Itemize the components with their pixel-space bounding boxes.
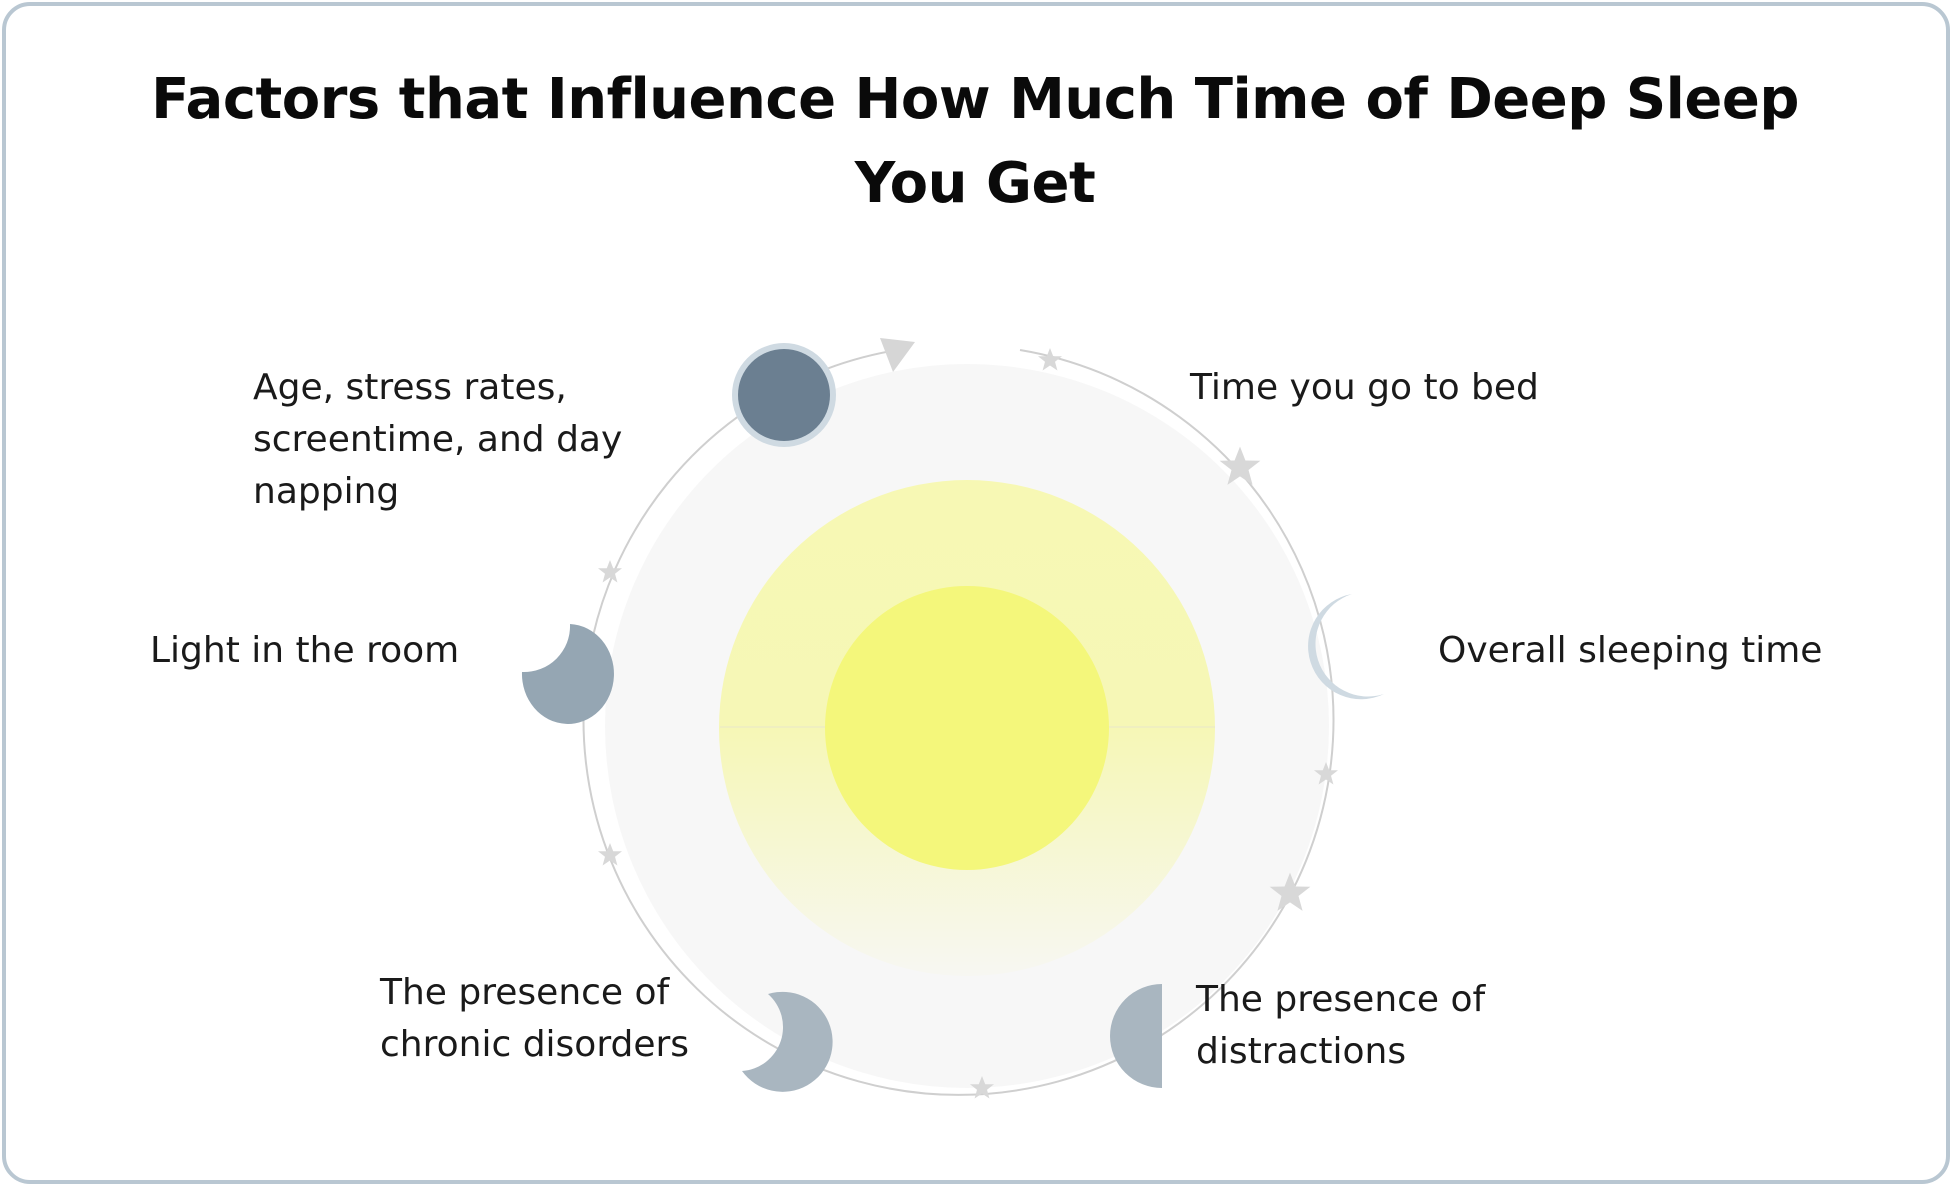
star-icon xyxy=(598,843,622,866)
gibbous-moon-icon xyxy=(521,624,614,724)
factor-room-light-label: Light in the room xyxy=(150,630,460,671)
orbit-ring xyxy=(582,349,1335,1096)
orbit-arrow-icon xyxy=(880,338,915,372)
crescent-moon-icon xyxy=(742,991,833,1092)
factor-distractions-label: The presence of distractions xyxy=(1196,979,1486,1072)
sun-core xyxy=(825,586,1109,870)
factor-chronic-disorders-label: The presence of chronic disorders xyxy=(380,972,690,1065)
full-moon-icon xyxy=(738,349,830,441)
factor-overall-sleep-label: Overall sleeping time xyxy=(1438,630,1823,671)
factor-age-stress-label: Age, stress rates, screentime, and day n… xyxy=(253,367,623,512)
page-title: Factors that Influence How Much Time of … xyxy=(151,67,1799,216)
factor-bed-time-label: Time you go to bed xyxy=(1190,367,1539,408)
half-moon-icon xyxy=(1110,984,1162,1088)
